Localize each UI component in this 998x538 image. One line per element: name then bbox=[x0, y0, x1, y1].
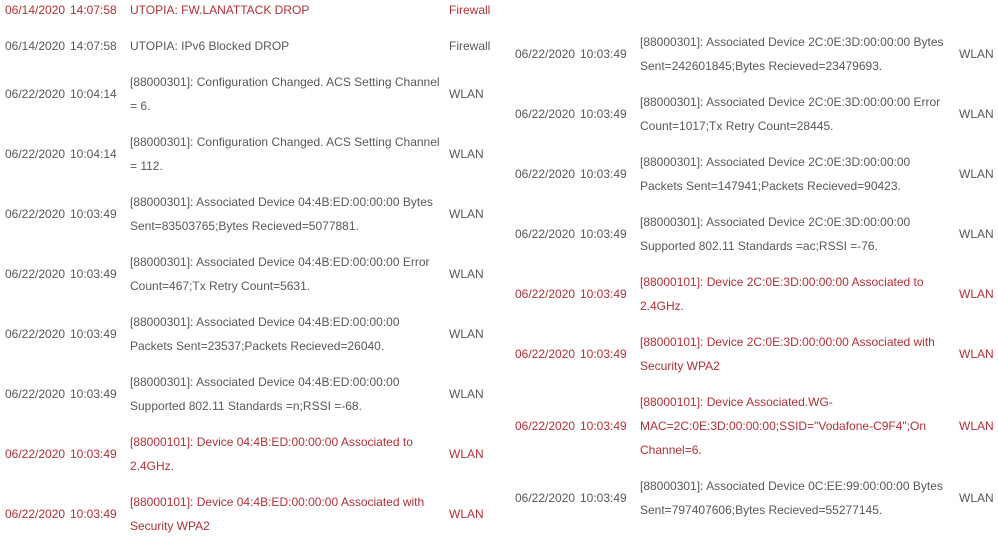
log-row: 06/14/2020 14:07:58 UTOPIA: FW.LANATTACK… bbox=[0, 0, 499, 28]
log-column-left: 06/14/2020 14:07:58 UTOPIA: FW.LANATTACK… bbox=[0, 0, 499, 538]
log-category: Firewall bbox=[449, 3, 491, 17]
log-category: WLAN bbox=[959, 167, 994, 181]
log-message: [88000301]: Configuration Changed. ACS S… bbox=[130, 75, 440, 113]
log-time: 10:04:14 bbox=[70, 147, 117, 161]
log-category: WLAN bbox=[449, 87, 484, 101]
log-date: 06/14/2020 bbox=[5, 39, 66, 53]
log-time: 10:03:49 bbox=[580, 491, 627, 505]
log-date: 06/22/2020 bbox=[5, 147, 66, 161]
log-message: [88000301]: Associated Device 04:4B:ED:0… bbox=[130, 375, 400, 413]
log-date: 06/22/2020 bbox=[5, 267, 66, 281]
log-date: 06/22/2020 bbox=[515, 107, 576, 121]
log-time: 10:03:49 bbox=[70, 327, 117, 341]
log-row: 06/22/2020 10:03:49 [88000301]: Associat… bbox=[0, 184, 499, 244]
log-time: 10:03:49 bbox=[580, 419, 627, 433]
log-date: 06/22/2020 bbox=[515, 227, 576, 241]
log-category: WLAN bbox=[449, 267, 484, 281]
log-row: 06/22/2020 10:03:49 [88000301]: Associat… bbox=[0, 364, 499, 424]
log-message: [88000101]: Device 2C:0E:3D:00:00:00 Ass… bbox=[640, 275, 924, 313]
log-time: 10:03:49 bbox=[580, 47, 627, 61]
log-row: 06/22/2020 10:03:49 [88000101]: Device 0… bbox=[0, 424, 499, 484]
log-time: 10:03:49 bbox=[580, 227, 627, 241]
log-row: 06/22/2020 10:03:49 [88000101]: Device 0… bbox=[0, 484, 499, 538]
log-date: 06/22/2020 bbox=[5, 87, 66, 101]
log-time: 10:03:49 bbox=[580, 107, 627, 121]
log-row: 06/22/2020 10:03:49 [88000301]: Associat… bbox=[510, 24, 998, 84]
log-column-right: 06/22/2020 10:03:49 [88000301]: Associat… bbox=[499, 24, 998, 528]
log-message: [88000301]: Associated Device 04:4B:ED:0… bbox=[130, 255, 430, 293]
log-time: 10:03:49 bbox=[580, 167, 627, 181]
log-category: WLAN bbox=[449, 387, 484, 401]
log-time: 10:03:49 bbox=[70, 207, 117, 221]
log-row: 06/22/2020 10:03:49 [88000301]: Associat… bbox=[510, 468, 998, 528]
log-message: UTOPIA: FW.LANATTACK DROP bbox=[130, 3, 310, 17]
log-row: 06/22/2020 10:03:49 [88000301]: Associat… bbox=[0, 304, 499, 364]
log-message: [88000301]: Associated Device 04:4B:ED:0… bbox=[130, 315, 400, 353]
log-date: 06/22/2020 bbox=[515, 347, 576, 361]
log-date: 06/22/2020 bbox=[5, 207, 66, 221]
log-date: 06/22/2020 bbox=[515, 287, 576, 301]
log-message: UTOPIA: IPv6 Blocked DROP bbox=[130, 39, 290, 53]
log-category: WLAN bbox=[449, 507, 484, 521]
log-row: 06/22/2020 10:03:49 [88000101]: Device A… bbox=[510, 384, 998, 468]
log-row: 06/22/2020 10:04:14 [88000301]: Configur… bbox=[0, 64, 499, 124]
log-message: [88000301]: Associated Device 04:4B:ED:0… bbox=[130, 195, 433, 233]
log-time: 14:07:58 bbox=[70, 3, 117, 17]
log-message: [88000101]: Device Associated.WG-MAC=2C:… bbox=[640, 395, 927, 457]
log-date: 06/22/2020 bbox=[5, 447, 66, 461]
log-category: Firewall bbox=[449, 39, 491, 53]
log-message: [88000101]: Device 04:4B:ED:00:00:00 Ass… bbox=[130, 435, 413, 473]
log-row: 06/22/2020 10:03:49 [88000301]: Associat… bbox=[510, 204, 998, 264]
log-time: 10:04:14 bbox=[70, 87, 117, 101]
log-date: 06/22/2020 bbox=[5, 387, 66, 401]
log-time: 14:07:58 bbox=[70, 39, 117, 53]
log-category: WLAN bbox=[449, 147, 484, 161]
log-date: 06/22/2020 bbox=[515, 167, 576, 181]
log-category: WLAN bbox=[449, 207, 484, 221]
log-message: [88000301]: Configuration Changed. ACS S… bbox=[130, 135, 440, 173]
log-time: 10:03:49 bbox=[70, 447, 117, 461]
log-date: 06/22/2020 bbox=[515, 491, 576, 505]
log-time: 10:03:49 bbox=[70, 267, 117, 281]
log-category: WLAN bbox=[959, 227, 994, 241]
log-time: 10:03:49 bbox=[580, 287, 627, 301]
log-category: WLAN bbox=[959, 347, 994, 361]
log-category: WLAN bbox=[959, 287, 994, 301]
log-row: 06/22/2020 10:03:49 [88000301]: Associat… bbox=[510, 144, 998, 204]
log-row: 06/22/2020 10:03:49 [88000101]: Device 2… bbox=[510, 324, 998, 384]
log-row: 06/22/2020 10:03:49 [88000101]: Device 2… bbox=[510, 264, 998, 324]
log-category: WLAN bbox=[959, 491, 994, 505]
log-message: [88000301]: Associated Device 0C:EE:99:0… bbox=[640, 479, 943, 517]
log-category: WLAN bbox=[449, 447, 484, 461]
log-category: WLAN bbox=[959, 419, 994, 433]
log-date: 06/22/2020 bbox=[515, 419, 576, 433]
log-row: 06/14/2020 14:07:58 UTOPIA: IPv6 Blocked… bbox=[0, 28, 499, 64]
log-date: 06/22/2020 bbox=[5, 507, 66, 521]
log-category: WLAN bbox=[959, 107, 994, 121]
log-row: 06/22/2020 10:03:49 [88000301]: Associat… bbox=[0, 244, 499, 304]
log-message: [88000101]: Device 2C:0E:3D:00:00:00 Ass… bbox=[640, 335, 935, 373]
log-time: 10:03:49 bbox=[70, 507, 117, 521]
log-date: 06/14/2020 bbox=[5, 3, 66, 17]
log-time: 10:03:49 bbox=[580, 347, 627, 361]
log-message: [88000101]: Device 04:4B:ED:00:00:00 Ass… bbox=[130, 495, 425, 533]
log-message: [88000301]: Associated Device 2C:0E:3D:0… bbox=[640, 215, 911, 253]
log-time: 10:03:49 bbox=[70, 387, 117, 401]
log-date: 06/22/2020 bbox=[5, 327, 66, 341]
log-message: [88000301]: Associated Device 2C:0E:3D:0… bbox=[640, 155, 911, 193]
log-message: [88000301]: Associated Device 2C:0E:3D:0… bbox=[640, 35, 944, 73]
log-date: 06/22/2020 bbox=[515, 47, 576, 61]
log-message: [88000301]: Associated Device 2C:0E:3D:0… bbox=[640, 95, 941, 133]
log-row: 06/22/2020 10:03:49 [88000301]: Associat… bbox=[510, 84, 998, 144]
log-category: WLAN bbox=[959, 47, 994, 61]
log-row: 06/22/2020 10:04:14 [88000301]: Configur… bbox=[0, 124, 499, 184]
log-category: WLAN bbox=[449, 327, 484, 341]
